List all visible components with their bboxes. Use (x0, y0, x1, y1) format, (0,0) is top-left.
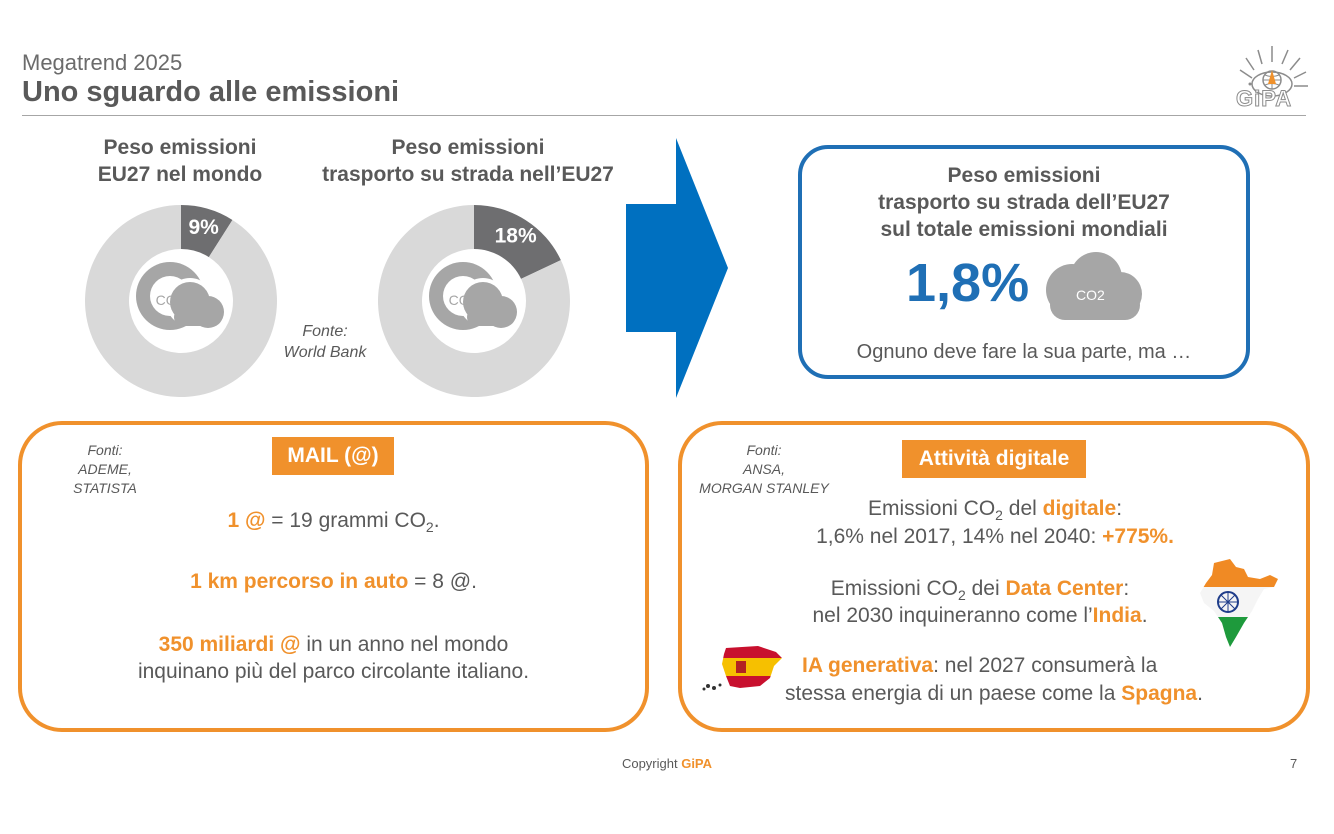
chart2-title-line2: trasporto su strada nell’EU27 (322, 163, 614, 186)
digital-line-2: 1,6% nel 2017, 14% nel 2040: +775%. (816, 525, 1174, 548)
digital-line-6: stessa energia di un paese come la Spagn… (785, 682, 1203, 705)
page-title: Uno sguardo alle emissioni (22, 76, 400, 108)
chart2-title-line1: Peso emissioni (391, 136, 545, 159)
chart1-donut: 9% CO2 (85, 205, 278, 397)
chart2-donut: 18% CO2 (378, 205, 570, 397)
digital-line-3-highlight: Data Center (1005, 577, 1124, 600)
copyright-text: Copyright (621, 756, 682, 771)
mail-line-3-highlight: 350 miliardi @ (158, 633, 301, 656)
mail-source-label: Fonti: (87, 442, 123, 458)
copyright-brand: GiPA (681, 756, 713, 771)
result-title-line2: trasporto su strada dell’EU27 (878, 191, 1170, 214)
mail-line-1: 1 @ = 19 grammi CO2. (18, 507, 649, 541)
page-number: 7 (1290, 756, 1298, 771)
digital-source-ansa: ANSA, (742, 461, 785, 477)
digital-line-6-highlight: Spagna (1121, 682, 1198, 705)
source-world-bank: Fonte: World Bank (270, 321, 380, 363)
result-title: Peso emissioni trasporto su strada dell’… (798, 162, 1250, 243)
page-subtitle: Megatrend 2025 (22, 50, 183, 75)
mail-line-2-text: = 8 @. (408, 570, 477, 593)
mail-line-1-end: . (433, 509, 440, 532)
donut-slice-0 (181, 205, 233, 258)
co2-cloud-icon: CO2 (136, 262, 224, 330)
digital-box (678, 421, 1310, 732)
mail-line-1-sub: 2 (425, 519, 434, 536)
donut-slice-0 (474, 205, 561, 279)
logo-text: GiPA (1235, 86, 1293, 112)
donut-slice-1 (378, 205, 570, 397)
digital-line-3: Emissioni CO2 dei Data Center: (830, 577, 1130, 604)
mail-source-statista: STATISTA (73, 480, 137, 496)
digital-line-4-highlight: India (1092, 604, 1142, 627)
result-box (798, 145, 1250, 379)
digital-line-1-highlight: digitale (1042, 497, 1117, 520)
big-arrow-icon (626, 138, 728, 398)
mail-line-2-highlight: 1 km percorso in auto (190, 570, 409, 593)
digital-line-1: Emissioni CO2 del digitale: (867, 497, 1123, 524)
spain-flag-map-icon (702, 646, 782, 691)
mail-line-2: 1 km percorso in auto = 8 @. (18, 568, 649, 596)
result-title-line3: sul totale emissioni mondiali (880, 218, 1168, 241)
co2-cloud-label: CO2 (1076, 287, 1105, 303)
donut-slice-label: 18% (495, 225, 537, 248)
digital-sources: Fonti: ANSA, MORGAN STANLEY (696, 441, 832, 498)
chart1-title-line1: Peso emissioni (103, 136, 257, 159)
co2-cloud-label: CO2 (449, 292, 478, 308)
result-title-line1: Peso emissioni (947, 164, 1101, 187)
mail-line-3-text: in un anno nel mondo (300, 633, 509, 656)
digital-line-5-highlight: IA generativa (802, 654, 934, 677)
result-caption: Ognuno deve fare la sua parte, ma … (856, 341, 1192, 363)
mail-box (18, 421, 649, 732)
mail-tag: MAIL (@) (272, 437, 394, 475)
digital-source-morgan-stanley: MORGAN STANLEY (699, 480, 829, 496)
mail-line-1-text: = 19 grammi CO (265, 509, 426, 532)
footer-copyright: Copyright GiPA (0, 756, 1334, 771)
mail-line-4: inquinano più del parco circolante itali… (137, 660, 530, 683)
mail-sources: Fonti: ADEME, STATISTA (60, 441, 150, 498)
digital-line-2-highlight: +775%. (1102, 525, 1174, 548)
gipa-hedgehog-icon (1239, 46, 1308, 97)
co2-cloud-icon: CO2 (1046, 252, 1142, 320)
digital-source-label: Fonti: (746, 442, 782, 458)
source-name: World Bank (283, 344, 367, 361)
source-label: Fonte: (302, 323, 348, 340)
digital-line-4: nel 2030 inquineranno come l’India. (812, 604, 1148, 627)
mail-line-1-highlight: 1 @ (227, 509, 266, 532)
gipa-logo: GiPA (1232, 40, 1312, 112)
header-divider (22, 115, 1306, 116)
digital-line-5: IA generativa: nel 2027 consumerà la (802, 654, 1158, 677)
mail-line-3: 350 miliardi @ in un anno nel mondo (18, 631, 649, 659)
chart2-title: Peso emissioni trasporto su strada nell’… (300, 134, 636, 188)
co2-cloud-label: CO2 (156, 292, 185, 308)
digital-tag: Attività digitale (902, 440, 1086, 478)
result-value: 1,8% (906, 253, 1030, 313)
donut-slice-1 (85, 205, 278, 397)
donut-slice-label: 9% (188, 216, 219, 239)
co2-cloud-icon: CO2 (429, 262, 517, 330)
chart1-title: Peso emissioni EU27 nel mondo (60, 134, 300, 188)
mail-source-ademe: ADEME, (78, 461, 132, 477)
india-flag-map-icon (1200, 559, 1278, 647)
chart1-title-line2: EU27 nel mondo (97, 163, 263, 186)
